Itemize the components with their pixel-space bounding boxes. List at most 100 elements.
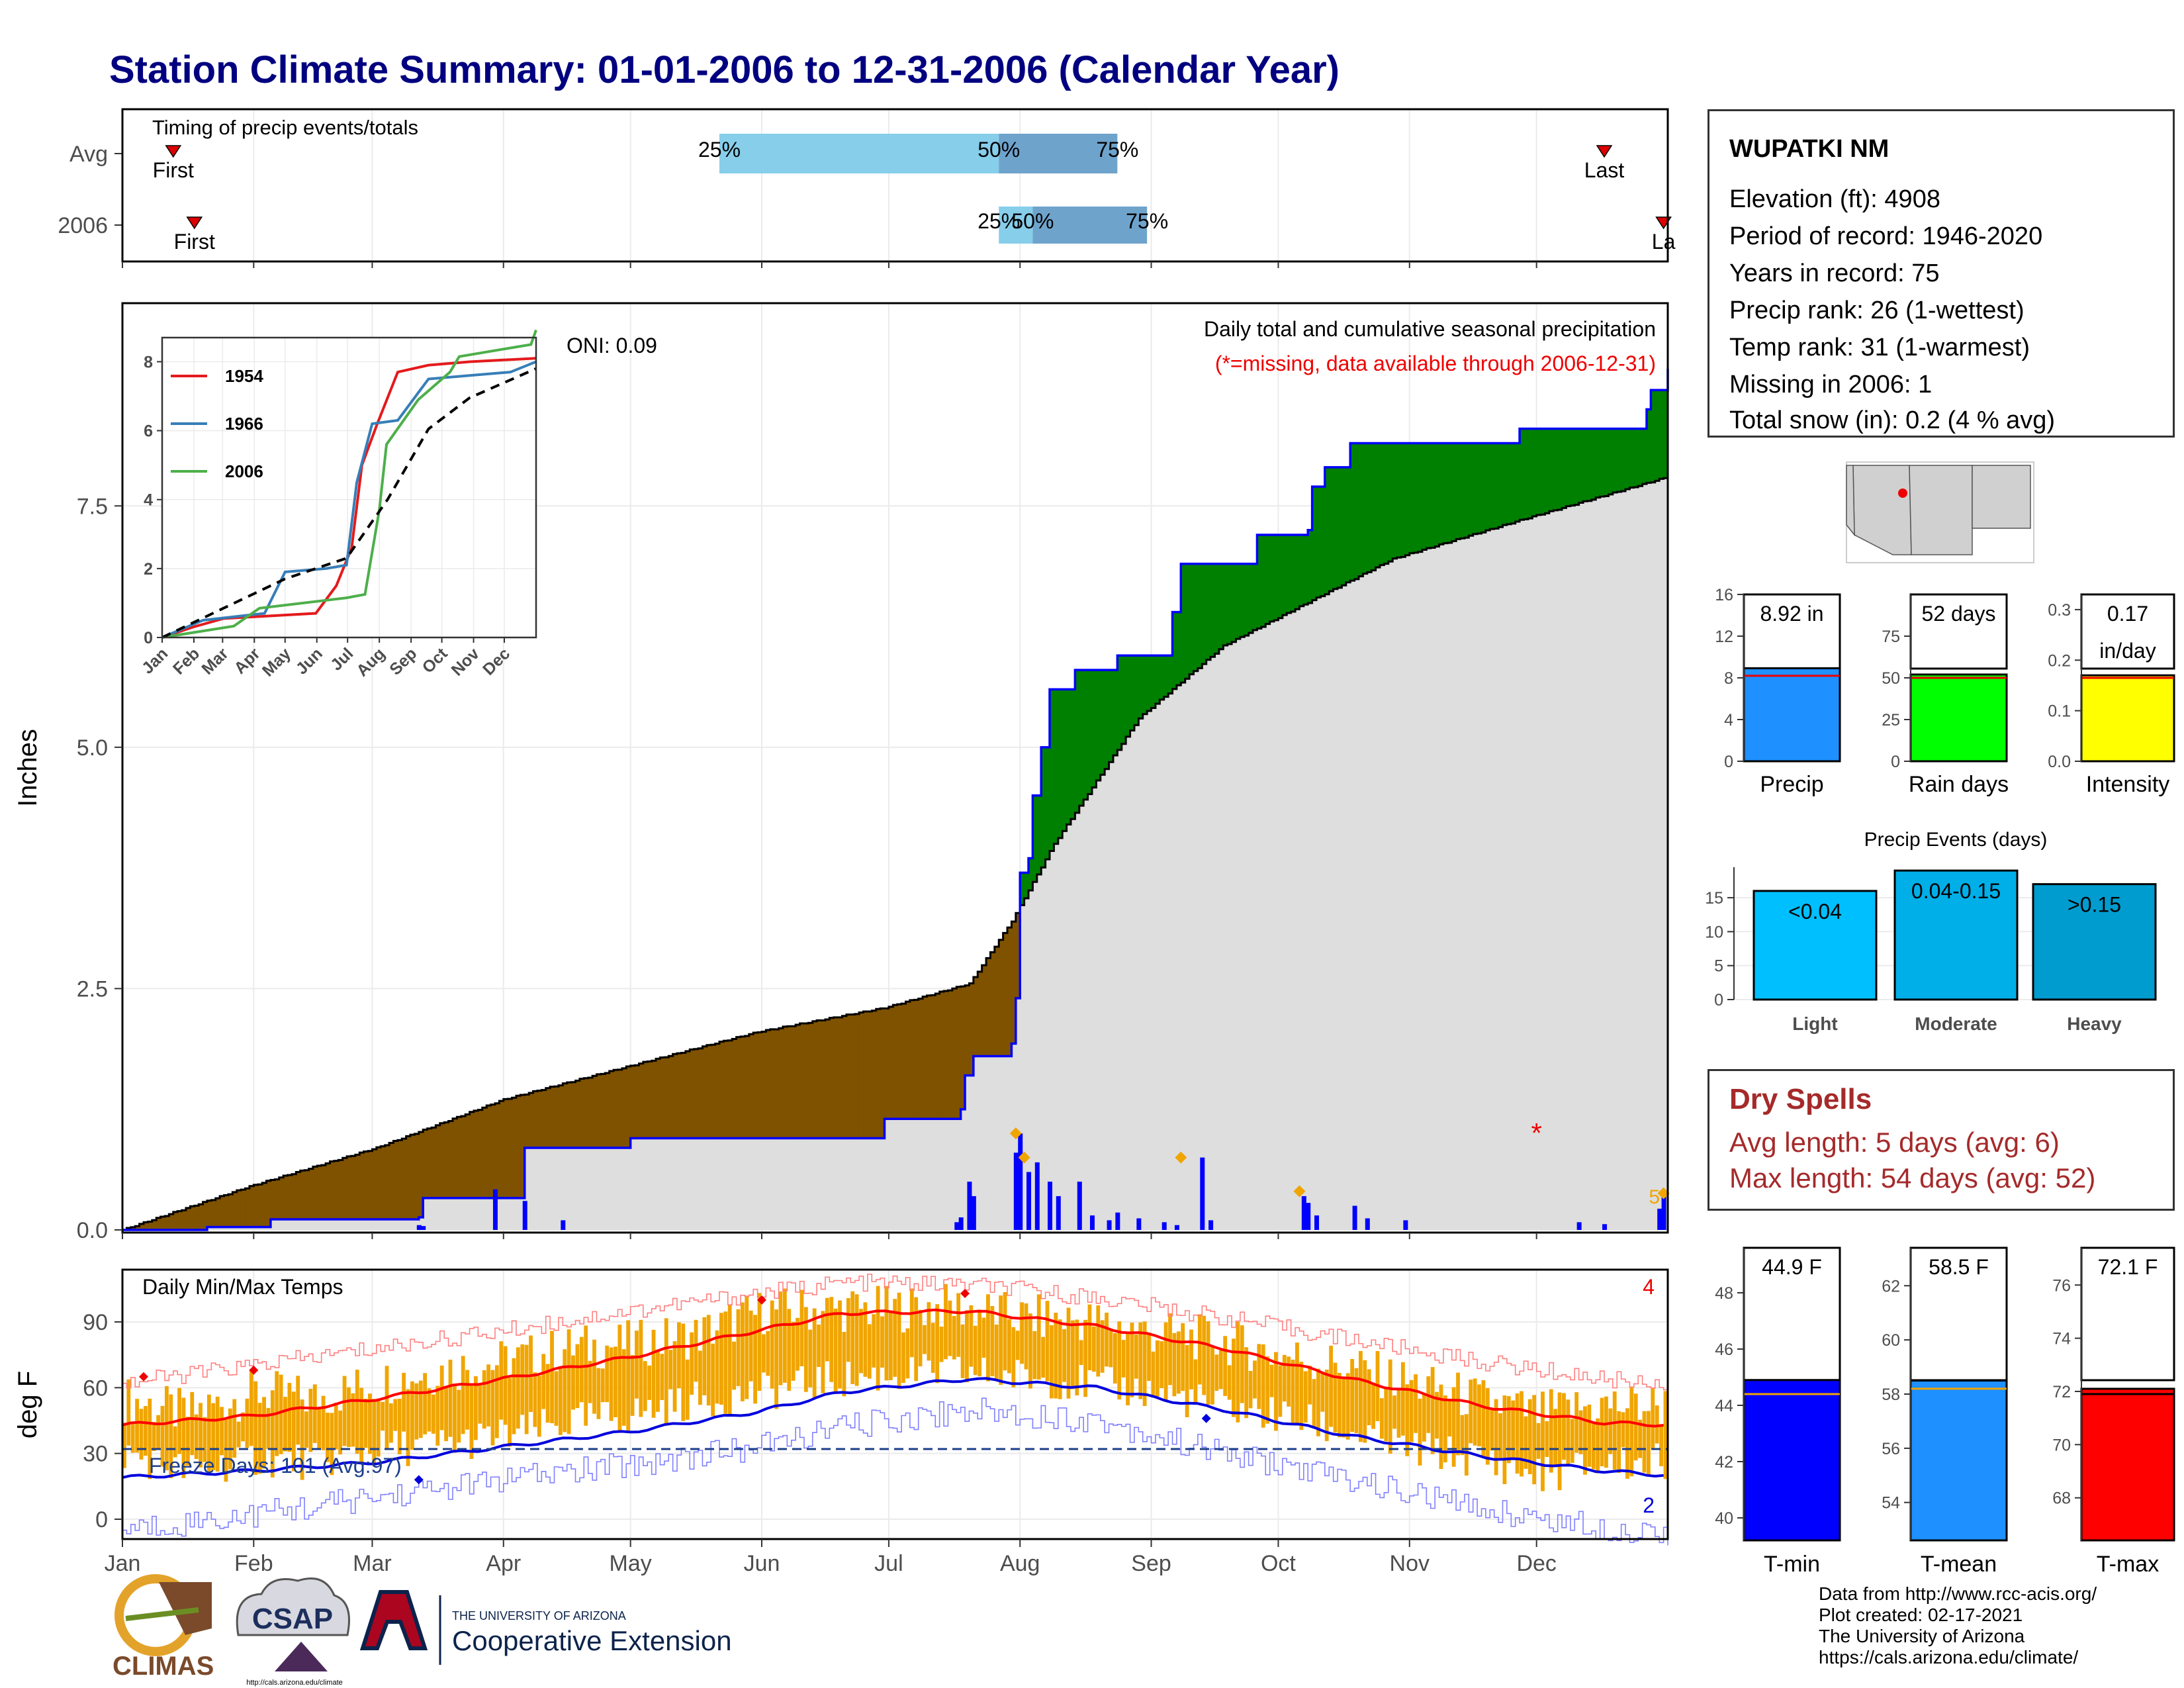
avg-max-line [122, 1308, 1664, 1428]
daily-precip-bar [1161, 1222, 1167, 1230]
gauge-y-label: 0.0 [2048, 753, 2071, 771]
last-label: La [1652, 230, 1676, 254]
gauge-y-label: 50 [1882, 669, 1900, 688]
gauge-name-label: T-min [1764, 1552, 1820, 1577]
extreme-diamond-icon [1018, 1151, 1030, 1164]
timing-row-label: 2006 [58, 213, 108, 238]
gauge-y-label: 16 [1715, 586, 1733, 604]
gauge-value-label: 52 days [1921, 602, 1995, 626]
x-tick-label: Jun [744, 1551, 780, 1576]
daily-precip-bar [492, 1189, 498, 1230]
record-point-icon [249, 1365, 259, 1375]
ua-main-text: Cooperative Extension [452, 1625, 732, 1656]
gauge-bar [1909, 673, 2008, 763]
location-map [1846, 461, 2034, 563]
first-marker-icon [186, 216, 203, 230]
timing-bar-q50-q75 [999, 134, 1118, 173]
event-count: 5 [1649, 1186, 1660, 1208]
daily-precip-bar [1208, 1220, 1214, 1230]
station-missing: Missing in 2006: 1 [1729, 371, 1933, 399]
station-years: Years in record: 75 [1729, 259, 1940, 287]
timing-bar-q50-q75 [1032, 207, 1148, 244]
inset-y-label: 8 [144, 353, 153, 371]
x-tick-label: Sep [1131, 1551, 1171, 1576]
dry-spells-box: Dry Spells Avg length: 5 days (avg: 6) M… [1707, 1069, 2175, 1211]
csap-logo-text: CSAP [252, 1603, 333, 1635]
x-tick-label: May [610, 1551, 652, 1576]
x-tick-label: Jul [874, 1551, 903, 1576]
timing-bar-q25-q50 [719, 134, 999, 173]
daily-precip-bar [1661, 1196, 1666, 1230]
avg-cumulative-line [122, 477, 1669, 1231]
y-tick-label: 90 [83, 1310, 108, 1335]
timing-frame [121, 108, 1669, 263]
freeze-days-label: Freeze Days: 101 (Avg:97) [149, 1454, 402, 1477]
station-name: WUPATKI NM [1729, 135, 1889, 163]
daily-precip-bar [1403, 1220, 1408, 1230]
climas-logo-icon [125, 1607, 199, 1621]
event-category-label: Light [1792, 1013, 1837, 1034]
station-precip-rank: Precip rank: 26 (1-wettest) [1729, 297, 2025, 324]
new-mexico-shape [1909, 465, 1973, 555]
record-point-icon [960, 1288, 970, 1298]
temp-frame [121, 1268, 1669, 1540]
climas-logo-icon [159, 1582, 212, 1635]
gauge-y-label: 0.2 [2048, 651, 2071, 670]
record-high-count: 4 [1643, 1275, 1655, 1299]
x-tick-label: Jan [105, 1551, 141, 1576]
record-point-icon [138, 1372, 148, 1382]
gauge-value-label: 58.5 F [1929, 1255, 1989, 1279]
event-bar [1893, 869, 2019, 1001]
gauge-y-label: 54 [1882, 1494, 1900, 1513]
record-point-icon [414, 1475, 424, 1485]
daily-precip-bar [1115, 1212, 1120, 1230]
cumulative-2006-line [122, 369, 1669, 1231]
daily-precip-bar [1056, 1196, 1061, 1230]
gauge-value-label: 8.92 in [1760, 602, 1823, 626]
event-bar-label: <0.04 [1788, 900, 1842, 923]
inset-series-average [161, 367, 537, 639]
x-tick-label: Dec [1516, 1551, 1556, 1576]
y-tick-label: 0 [95, 1507, 108, 1532]
y-tick-label: 5.0 [77, 735, 108, 761]
precip-frame [121, 302, 1669, 1234]
inset-y-label: 6 [144, 422, 153, 441]
csap-url-text: http://cals.arizona.edu/climate [246, 1679, 343, 1687]
last-label: Last [1584, 158, 1625, 182]
logos: CLIMAS CSAP http://cals.arizona.edu/climat… [113, 1574, 732, 1687]
label-25pct: 25% [698, 138, 741, 162]
gauge-y-label: 44 [1715, 1397, 1733, 1415]
precip-events-chart: Precip Events (days) <0.04 Light 0.04-0.15 M… [1705, 829, 2157, 1034]
csap-mountain-icon [275, 1642, 328, 1671]
event-bar [2032, 883, 2157, 1001]
gauge-bar [2080, 674, 2175, 763]
gauge-bar [1743, 667, 1841, 763]
gauge-y-label: 56 [1882, 1440, 1900, 1458]
inset-y-label: 2 [144, 560, 153, 579]
extreme-diamond-icon [1009, 1127, 1022, 1140]
gauge-name-label: Intensity [2086, 772, 2170, 797]
avg-min-line [122, 1377, 1664, 1479]
timing-row-label: Avg [69, 142, 108, 167]
page-title: Station Climate Summary: 01-01-2006 to 1… [109, 48, 1340, 91]
label-75pct: 75% [1126, 209, 1168, 233]
x-tick-label: Oct [1261, 1551, 1296, 1576]
inset-y-label: 4 [144, 491, 153, 510]
record-max-line [122, 1274, 1668, 1391]
event-category-label: Moderate [1915, 1013, 1997, 1034]
extreme-diamond-icon [1175, 1151, 1187, 1164]
record-min-line [122, 1397, 1668, 1546]
record-point-icon [756, 1295, 766, 1305]
first-label: First [174, 230, 215, 254]
gauge-y-label: 40 [1715, 1509, 1733, 1528]
credits-text: Data from http://www.rcc-acis.org/ Plot … [1819, 1583, 2097, 1667]
gauge-y-label: 58 [1882, 1385, 1900, 1404]
gauge-y-label: 70 [2052, 1436, 2071, 1454]
precip-subtitle: (*=missing, data available through 2006-… [1215, 352, 1656, 375]
daily-precip-bar [1034, 1162, 1040, 1230]
inset-y-label: 0 [144, 629, 153, 647]
gauge-name-label: T-max [2097, 1552, 2159, 1577]
first-marker-icon [165, 145, 182, 158]
daily-precip-bar [1365, 1218, 1370, 1230]
